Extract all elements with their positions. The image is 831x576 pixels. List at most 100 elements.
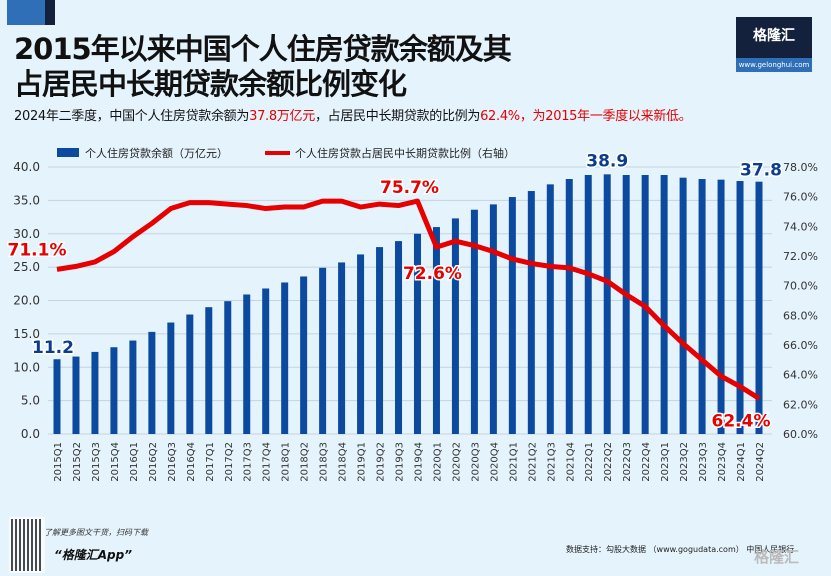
- bar: [319, 267, 327, 434]
- x-tick-label: 2023Q3: [698, 442, 709, 482]
- qr-code: [9, 517, 45, 573]
- y-right-tick-label: 72.0%: [783, 250, 818, 263]
- bar: [546, 184, 554, 434]
- x-tick-label: 2015Q2: [72, 442, 83, 482]
- bar: [489, 204, 497, 434]
- bar: [755, 181, 763, 434]
- title-line-1: 2015年以来中国个人住房贷款余额及其: [14, 32, 512, 66]
- bar: [91, 351, 99, 434]
- page-title: 2015年以来中国个人住房贷款余额及其 占居民中长期贷款余额比例变化: [14, 32, 512, 102]
- x-tick-label: 2019Q3: [395, 442, 406, 482]
- x-tick-label: 2023Q1: [660, 442, 671, 482]
- y-right-tick-label: 74.0%: [783, 220, 818, 233]
- subtitle-highlight-amount: 37.8万亿元: [249, 109, 315, 124]
- x-tick-label: 2024Q2: [755, 442, 766, 482]
- line-data-label: 75.7%: [380, 178, 439, 198]
- promo-text: 了解更多图文干货，扫码下载: [44, 528, 148, 537]
- subtitle-highlight-ratio: 62.4%，为2015年一季度以来新低。: [480, 109, 692, 124]
- x-tick-label: 2019Q2: [376, 442, 387, 482]
- subtitle: 2024年二季度，中国个人住房贷款余额为37.8万亿元，占居民中长期贷款的比例为…: [14, 105, 692, 124]
- x-tick-label: 2017Q3: [243, 442, 254, 482]
- bar: [205, 307, 213, 434]
- line-data-label: 72.6%: [403, 264, 462, 284]
- watermark-logo: 格隆汇: [754, 548, 800, 566]
- x-tick-label: 2019Q4: [413, 442, 424, 482]
- bar: [376, 247, 384, 434]
- bar: [129, 340, 137, 434]
- bar: [110, 347, 118, 434]
- x-tick-label: 2022Q1: [584, 442, 595, 482]
- x-tick-label: 2020Q2: [451, 442, 462, 482]
- x-tick-label: 2018Q3: [319, 442, 330, 482]
- bar: [660, 175, 668, 434]
- x-tick-label: 2020Q3: [470, 442, 481, 482]
- x-tick-label: 2017Q2: [224, 442, 235, 482]
- y-right-tick-label: 78.0%: [783, 161, 818, 174]
- bar: [167, 322, 175, 434]
- bar: [186, 314, 194, 434]
- ratio-line: [56, 198, 761, 401]
- bar: [451, 218, 459, 434]
- x-tick-label: 2018Q1: [281, 442, 292, 482]
- bar: [148, 331, 156, 434]
- bar-data-label: 11.2: [32, 338, 74, 358]
- x-tick-label: 2021Q4: [565, 442, 576, 482]
- data-source: 数据支持：勾股大数据 （www.gogudata.com） 中国人民银行: [566, 545, 795, 554]
- x-tick-label: 2021Q3: [546, 442, 557, 482]
- y-right-tick-label: 66.0%: [783, 339, 818, 352]
- y-right-tick-label: 60.0%: [783, 428, 818, 441]
- y-right-tick-label: 70.0%: [783, 280, 818, 293]
- y-left-tick-label: 10.0: [13, 360, 40, 374]
- bar: [527, 191, 535, 434]
- bar: [243, 294, 251, 434]
- app-name: “格隆汇App”: [54, 548, 132, 562]
- bar: [565, 179, 573, 434]
- bar: [357, 254, 365, 434]
- line-data-label: 71.1%: [8, 240, 67, 260]
- x-tick-label: 2015Q4: [110, 442, 121, 482]
- y-left-tick-label: 35.0: [13, 193, 40, 207]
- bar: [338, 262, 346, 434]
- bar: [470, 209, 478, 434]
- subtitle-text-mid: ，占居民中长期贷款的比例为: [314, 109, 481, 124]
- y-right-tick-label: 62.0%: [783, 398, 818, 411]
- bar: [717, 179, 725, 434]
- x-tick-label: 2022Q3: [622, 442, 633, 482]
- y-left-tick-label: 0.0: [21, 427, 40, 441]
- y-right-tick-label: 68.0%: [783, 309, 818, 322]
- gelonghui-logo: 格隆汇 www.gelonghui.com: [736, 17, 812, 72]
- x-tick-label: 2016Q2: [148, 442, 159, 482]
- x-tick-label: 2021Q2: [527, 442, 538, 482]
- bar: [508, 197, 516, 434]
- bar: [698, 179, 706, 434]
- title-line-2: 占居民中长期贷款余额比例变化: [14, 67, 407, 101]
- corner-decoration-dark: [45, 0, 55, 25]
- x-tick-label: 2019Q1: [357, 442, 368, 482]
- y-right-tick-label: 76.0%: [783, 191, 818, 204]
- y-right-tick-label: 64.0%: [783, 369, 818, 382]
- corner-decoration: [7, 0, 45, 25]
- x-tick-label: 2017Q4: [262, 442, 273, 482]
- bar: [679, 177, 687, 434]
- bar: [736, 181, 744, 434]
- bar: [281, 282, 289, 434]
- bar: [53, 359, 61, 434]
- y-left-tick-label: 15.0: [13, 327, 40, 341]
- x-tick-label: 2020Q4: [489, 442, 500, 482]
- legend-bar-label: 个人住房贷款余额（万亿元）: [85, 146, 228, 160]
- x-tick-label: 2020Q1: [432, 442, 443, 482]
- x-tick-label: 2015Q3: [91, 442, 102, 482]
- bar-data-label: 37.8: [740, 161, 782, 181]
- x-tick-label: 2016Q3: [167, 442, 178, 482]
- x-tick-label: 2018Q2: [300, 442, 311, 482]
- bar: [72, 356, 80, 434]
- bar: [603, 174, 611, 434]
- x-tick-label: 2023Q2: [679, 442, 690, 482]
- x-tick-label: 2016Q4: [186, 442, 197, 482]
- y-left-tick-label: 40.0: [13, 160, 40, 174]
- x-tick-label: 2021Q1: [508, 442, 519, 482]
- y-left-tick-label: 30.0: [13, 227, 40, 241]
- y-left-tick-label: 25.0: [13, 260, 40, 274]
- legend-bar-swatch: [57, 148, 79, 157]
